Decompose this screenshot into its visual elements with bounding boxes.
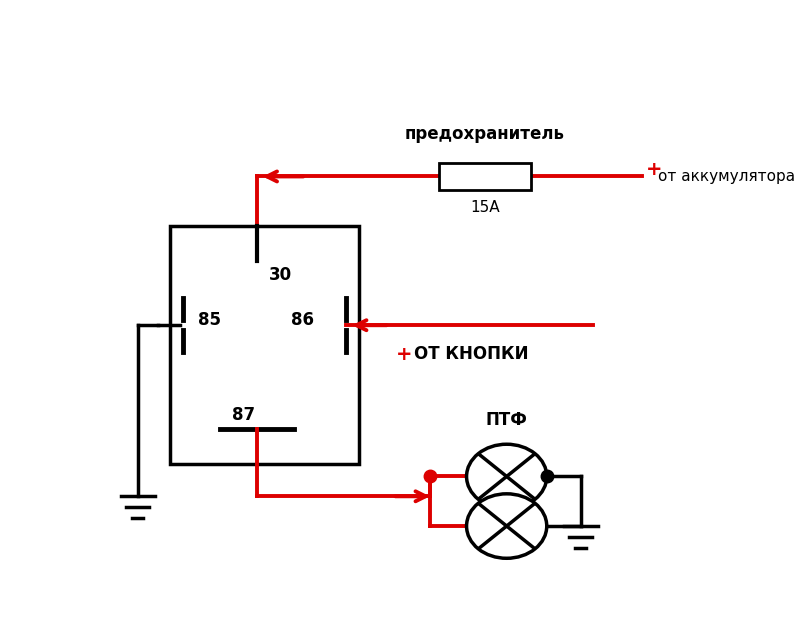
- Text: предохранитель: предохранитель: [405, 125, 565, 143]
- Bar: [439, 163, 531, 190]
- Text: от аккумулятора: от аккумулятора: [657, 169, 795, 184]
- Bar: [170, 226, 358, 464]
- Text: ПТФ: ПТФ: [486, 412, 528, 430]
- Circle shape: [466, 494, 547, 558]
- Text: 15А: 15А: [470, 200, 500, 215]
- Text: +: +: [396, 345, 412, 364]
- Text: +: +: [646, 160, 662, 178]
- Text: 86: 86: [291, 311, 314, 329]
- Circle shape: [466, 444, 547, 509]
- Text: 30: 30: [269, 266, 292, 284]
- Text: 85: 85: [198, 311, 221, 329]
- Text: 87: 87: [232, 406, 256, 424]
- Text: ОТ КНОПКИ: ОТ КНОПКИ: [414, 345, 529, 363]
